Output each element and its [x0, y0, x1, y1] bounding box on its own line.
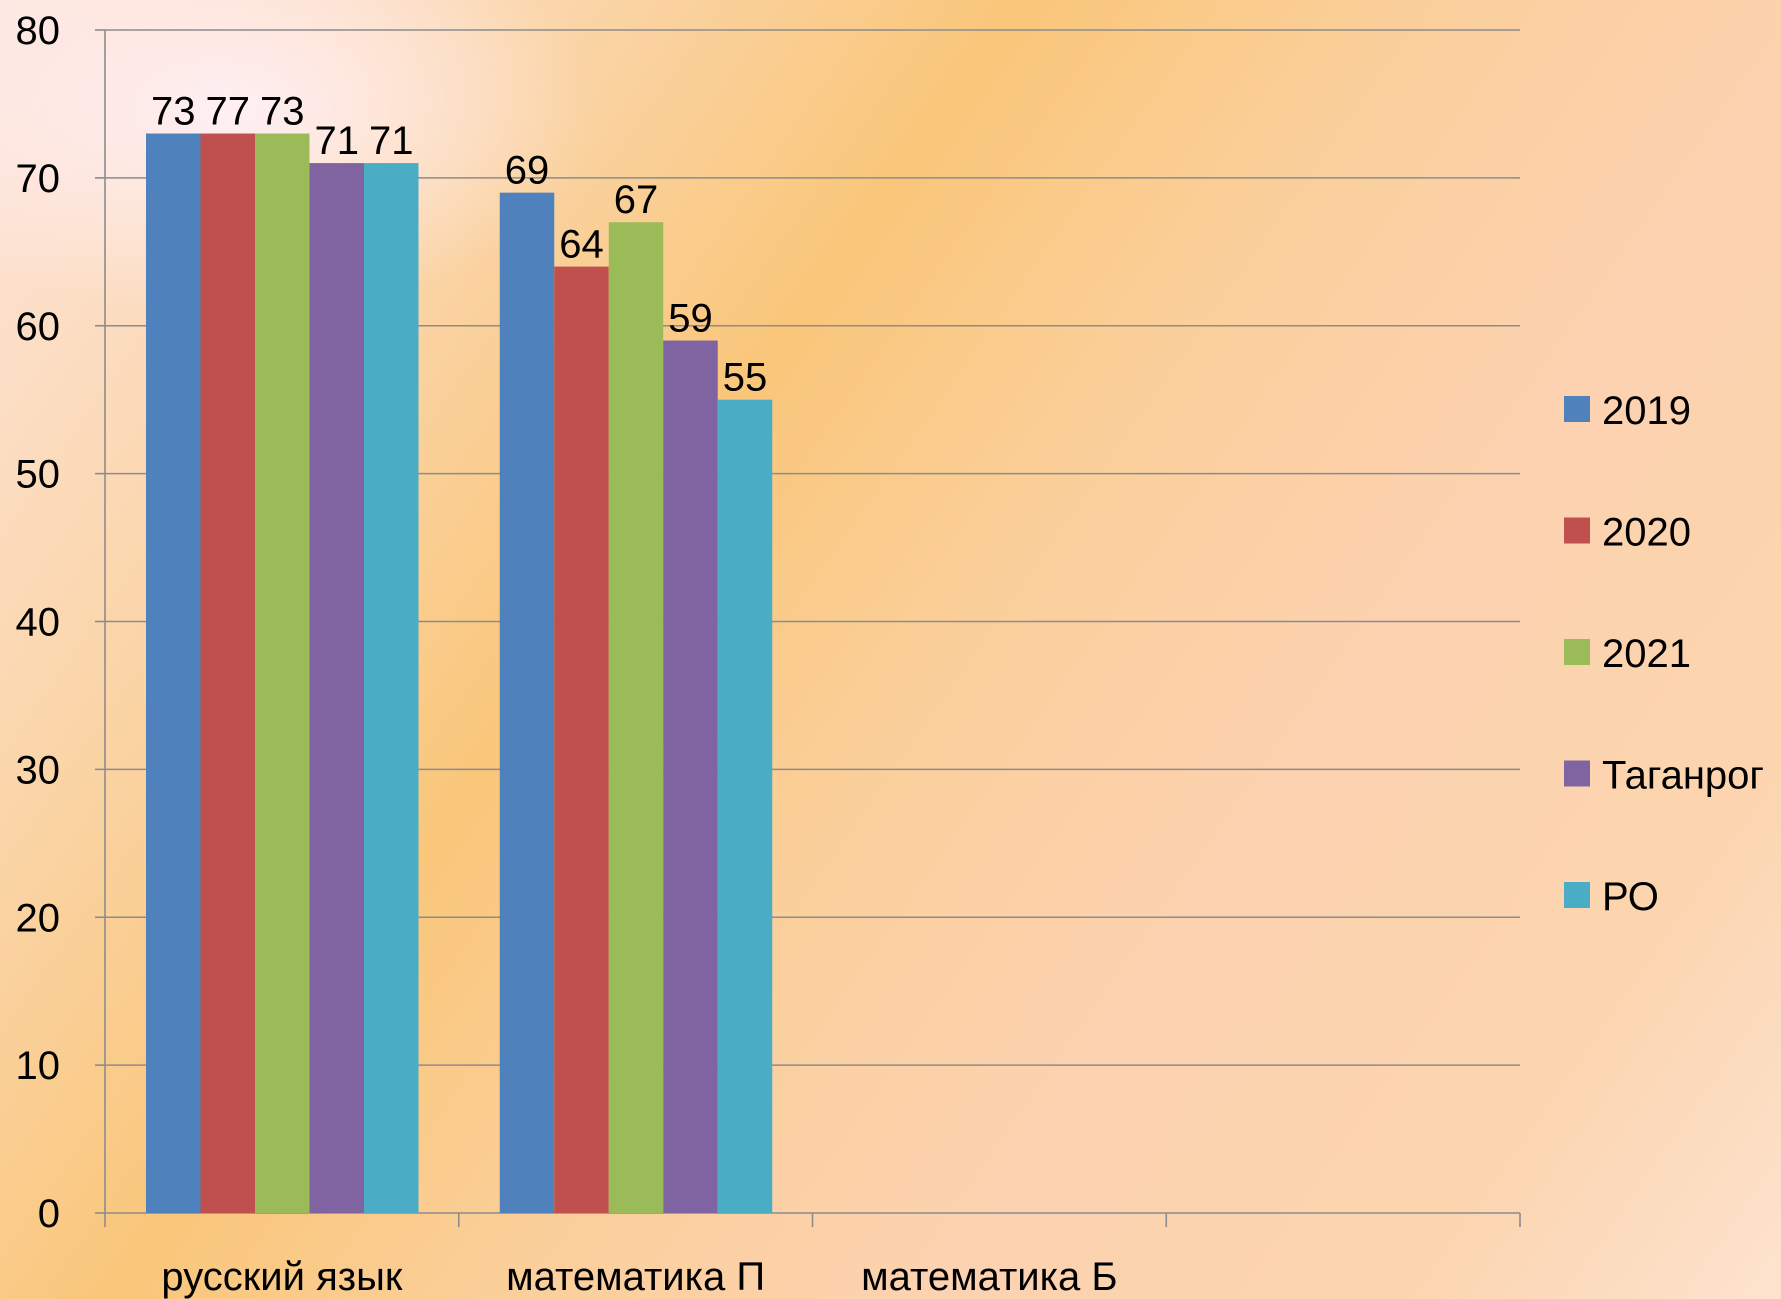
- bar-РО: [717, 399, 773, 1213]
- y-tick-label: 60: [16, 305, 61, 349]
- data-label: 73: [151, 90, 196, 134]
- legend-swatch: [1564, 760, 1590, 787]
- bar-2020: [200, 133, 255, 1214]
- y-tick-label: 20: [16, 896, 61, 940]
- y-tick-label: 40: [16, 601, 61, 645]
- axes: 0 10 20 30 40 50 60 70 80 русский язык математика …: [16, 9, 1521, 1299]
- x-category-label: математика Б: [861, 1255, 1118, 1299]
- data-label: 71: [369, 119, 414, 163]
- bar-2021: [608, 222, 664, 1214]
- bar-2019: [499, 192, 555, 1214]
- x-category-label: русский язык: [161, 1255, 402, 1299]
- legend-label: Таганрог: [1602, 754, 1764, 798]
- legend-swatch: [1564, 517, 1590, 544]
- y-tick-label: 10: [16, 1044, 61, 1088]
- x-category-label: математика П: [506, 1255, 765, 1299]
- y-tick-label: 30: [16, 748, 61, 792]
- data-label: 73: [260, 90, 305, 134]
- y-tick-label: 80: [16, 9, 61, 53]
- data-label: 71: [315, 119, 360, 163]
- legend: 2019 2020 2021 Таганрог РО: [1564, 389, 1764, 919]
- data-label: 59: [668, 297, 713, 341]
- data-label: 55: [723, 356, 768, 400]
- bar-РО: [364, 163, 419, 1213]
- data-label: 67: [614, 178, 659, 222]
- y-tick-label: 0: [38, 1192, 60, 1236]
- data-label: 64: [559, 223, 604, 267]
- bar-Таганрог: [663, 340, 718, 1214]
- y-tick-label: 70: [16, 157, 61, 201]
- bar-2021: [255, 133, 310, 1214]
- legend-swatch: [1564, 396, 1590, 422]
- y-tick-label: 50: [16, 453, 61, 497]
- legend-label: РО: [1602, 875, 1659, 919]
- legend-label: 2021: [1602, 632, 1691, 676]
- bars: [146, 133, 773, 1214]
- data-label: 77: [206, 90, 251, 134]
- legend-swatch: [1564, 639, 1590, 665]
- legend-label: 2019: [1602, 389, 1691, 433]
- data-label: 69: [505, 149, 550, 193]
- legend-swatch: [1564, 882, 1590, 908]
- legend-label: 2020: [1602, 511, 1691, 555]
- bar-Таганрог: [309, 163, 364, 1213]
- bar-2019: [146, 133, 201, 1214]
- bar-2020: [554, 266, 609, 1214]
